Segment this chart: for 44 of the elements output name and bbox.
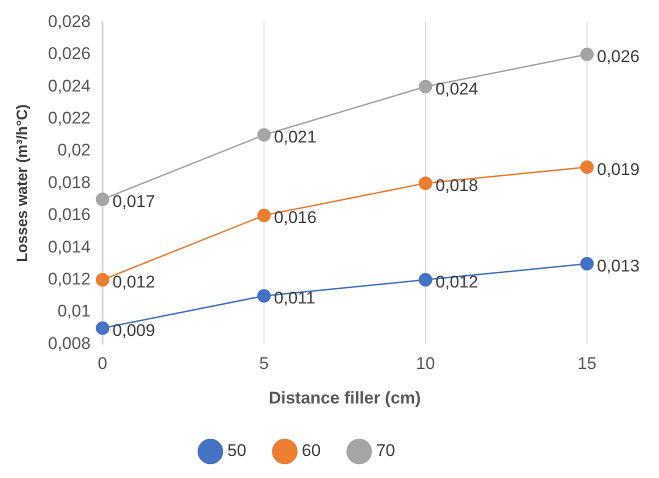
y-tick-label: 0,028 xyxy=(48,12,91,31)
data-label: 0,021 xyxy=(274,128,317,147)
y-tick-label: 0,02 xyxy=(57,140,91,160)
point xyxy=(580,256,594,270)
data-label: 0,026 xyxy=(597,47,640,66)
data-label: 0,009 xyxy=(112,320,156,340)
data-label: 0,024 xyxy=(436,79,478,98)
data-label: 0,016 xyxy=(274,208,317,228)
y-tick-label: 0,022 xyxy=(48,108,91,128)
point xyxy=(418,80,432,94)
point xyxy=(96,192,110,206)
data-label: 0,018 xyxy=(436,176,478,195)
data-label: 0,013 xyxy=(597,256,640,276)
y-tick-label: 0,016 xyxy=(48,205,91,224)
data-label: 0,012 xyxy=(436,272,478,292)
point xyxy=(257,128,271,142)
legend-label: 70 xyxy=(376,441,396,460)
x-axis-title: Distance filler (cm) xyxy=(268,388,421,408)
y-tick-label: 0,014 xyxy=(48,237,91,256)
y-tick-label: 0,018 xyxy=(48,172,91,192)
x-tick-label: 10 xyxy=(416,354,435,374)
data-label: 0,017 xyxy=(112,192,156,211)
y-tick-label: 0,024 xyxy=(48,76,91,96)
y-axis-title: Losses water (m³/h°C) xyxy=(14,104,32,262)
point xyxy=(96,321,110,335)
point xyxy=(580,160,594,174)
x-tick-label: 0 xyxy=(98,354,108,374)
y-tick-label: 0,012 xyxy=(48,269,91,288)
point xyxy=(257,289,271,303)
y-tick-label: 0,026 xyxy=(48,44,91,64)
legend-label: 60 xyxy=(302,441,321,460)
point xyxy=(418,273,432,287)
point xyxy=(418,176,432,190)
data-label: 0,012 xyxy=(112,272,156,292)
x-tick-label: 15 xyxy=(578,354,596,374)
point xyxy=(257,208,271,222)
data-label: 0,011 xyxy=(274,288,316,308)
point xyxy=(580,48,594,62)
y-tick-label: 0,01 xyxy=(57,302,91,321)
x-tick-label: 5 xyxy=(259,354,269,374)
data-label: 0,019 xyxy=(597,160,640,179)
point xyxy=(96,273,110,287)
y-tick-label: 0,008 xyxy=(48,334,91,353)
legend-label: 50 xyxy=(227,441,246,460)
